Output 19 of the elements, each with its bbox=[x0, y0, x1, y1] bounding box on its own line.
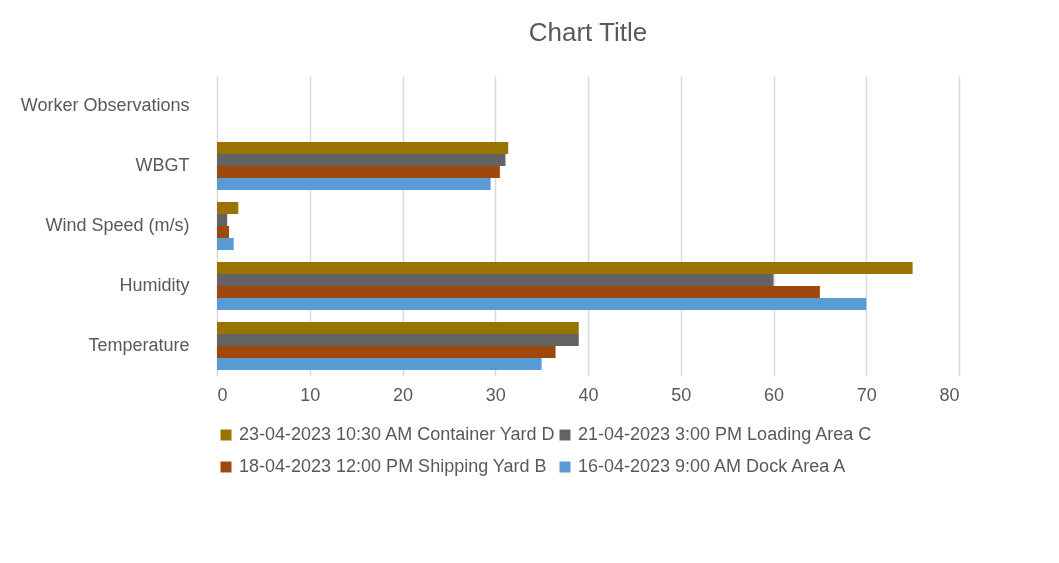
x-tick-label: 80 bbox=[939, 384, 960, 405]
x-tick-label: 0 bbox=[217, 384, 228, 405]
x-tick-label: 10 bbox=[300, 384, 321, 405]
y-tick-label: Temperature bbox=[88, 335, 190, 355]
legend-label: 16-04-2023 9:00 AM Dock Area A bbox=[578, 456, 846, 476]
y-tick-label: WBGT bbox=[135, 155, 190, 175]
legend-label: 18-04-2023 12:00 PM Shipping Yard B bbox=[239, 456, 547, 476]
x-tick-label: 20 bbox=[392, 384, 414, 405]
x-tick-label: 50 bbox=[671, 384, 692, 405]
legend-label: 21-04-2023 3:00 PM Loading Area C bbox=[578, 424, 872, 444]
x-tick-label: 40 bbox=[578, 384, 599, 405]
y-tick-label: Wind Speed (m/s) bbox=[45, 215, 190, 235]
x-tick-label: 70 bbox=[856, 384, 877, 405]
legend-label: 23-04-2023 10:30 AM Container Yard D bbox=[239, 424, 555, 444]
x-tick-label: 30 bbox=[485, 384, 506, 405]
x-tick-label: 60 bbox=[763, 384, 785, 405]
y-tick-label: Worker Observations bbox=[20, 95, 190, 115]
chart-title: Chart Title bbox=[528, 17, 648, 47]
y-tick-label: Humidity bbox=[119, 275, 190, 295]
